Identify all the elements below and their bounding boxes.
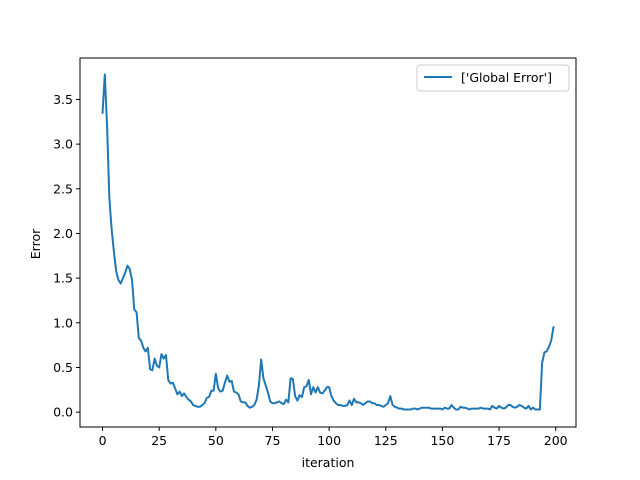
y-tick-label: 0.5: [53, 360, 73, 375]
x-tick-label: 50: [208, 433, 224, 448]
y-tick-label: 1.5: [53, 271, 73, 286]
y-tick-label: 3.5: [53, 92, 73, 107]
y-axis-label: Error: [28, 228, 43, 259]
x-tick-label: 200: [544, 433, 568, 448]
y-tick-label: 2.5: [53, 181, 73, 196]
x-tick-label: 75: [265, 433, 281, 448]
legend: ['Global Error']: [416, 64, 570, 92]
plot-area: [101, 73, 555, 411]
x-tick-label: 125: [374, 433, 398, 448]
legend-entry-global-error: ['Global Error']: [461, 70, 552, 85]
x-tick-label: 0: [99, 433, 107, 448]
series-line-global-error: [101, 73, 555, 411]
axes-frame: [79, 57, 577, 428]
x-tick-label: 150: [430, 433, 454, 448]
x-axis-label: iteration: [302, 455, 355, 470]
y-axis-ticks: 0.0 0.5 1.0 1.5 2.0 2.5 3.0 3.5: [53, 92, 80, 420]
y-tick-label: 3.0: [53, 137, 73, 152]
x-tick-label: 25: [151, 433, 167, 448]
legend-box: [416, 64, 570, 92]
y-tick-label: 2.0: [53, 226, 73, 241]
x-tick-label: 175: [487, 433, 511, 448]
x-tick-label: 100: [317, 433, 341, 448]
y-tick-label: 1.0: [53, 315, 73, 330]
x-axis-ticks: 0 25 50 75 100 125 150 175 200: [99, 427, 568, 448]
y-tick-label: 0.0: [53, 405, 73, 420]
